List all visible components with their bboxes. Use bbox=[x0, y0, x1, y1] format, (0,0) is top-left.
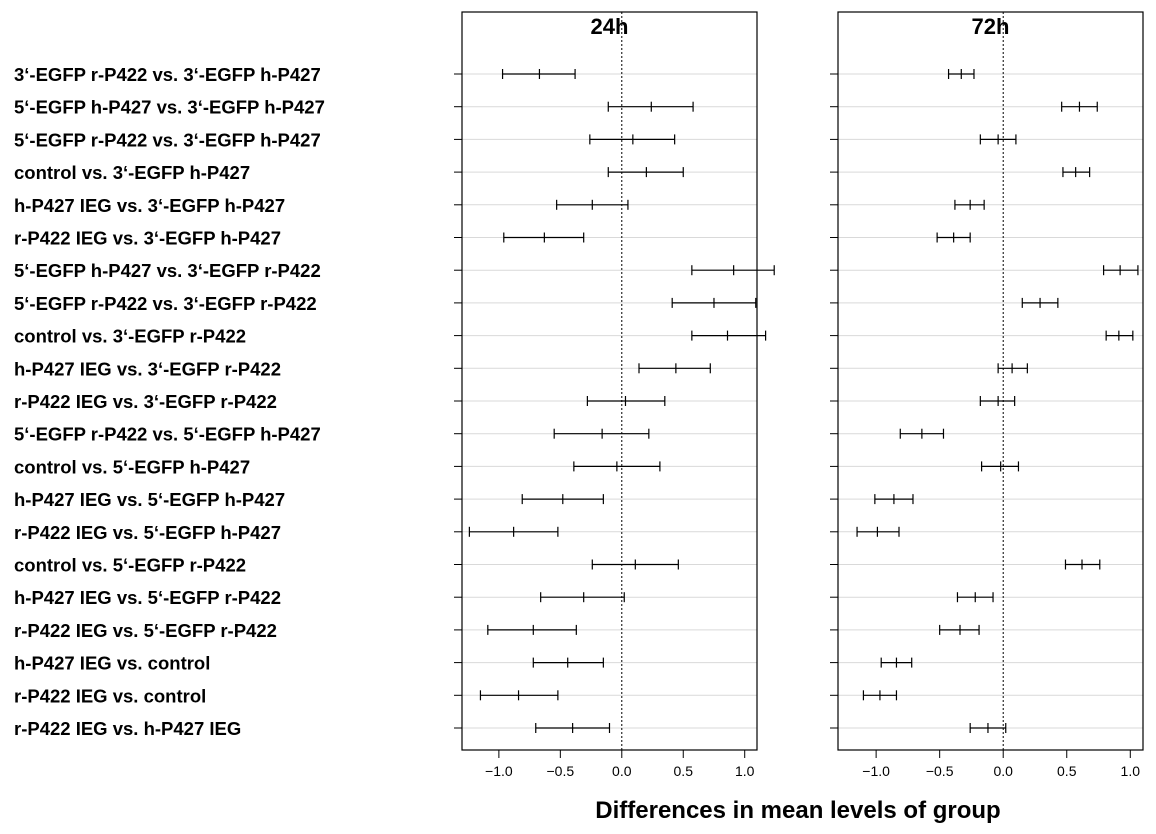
row-label: 5‘-EGFP r-P422 vs. 3‘-EGFP r-P422 bbox=[14, 293, 317, 314]
row-label: r-P422 IEG vs. 3‘-EGFP h-P427 bbox=[14, 228, 281, 249]
row-label: control vs. 5‘-EGFP h-P427 bbox=[14, 456, 250, 477]
row-label: control vs. 3‘-EGFP h-P427 bbox=[14, 162, 250, 183]
x-tick-label: −0.5 bbox=[926, 763, 954, 779]
x-tick-label: 0.0 bbox=[993, 763, 1013, 779]
row-label: 5‘-EGFP r-P422 vs. 3‘-EGFP h-P427 bbox=[14, 129, 321, 150]
x-axis-label: Differences in mean levels of group bbox=[595, 797, 1000, 824]
row-label: h-P427 IEG vs. 5‘-EGFP h-P427 bbox=[14, 489, 285, 510]
x-tick-label: 1.0 bbox=[735, 763, 755, 779]
row-label: h-P427 IEG vs. 5‘-EGFP r-P422 bbox=[14, 587, 281, 608]
row-label: control vs. 3‘-EGFP r-P422 bbox=[14, 326, 246, 347]
x-tick-label: 1.0 bbox=[1121, 763, 1141, 779]
row-label: 5‘-EGFP h-P427 vs. 3‘-EGFP r-P422 bbox=[14, 260, 321, 281]
row-label: h-P427 IEG vs. 3‘-EGFP r-P422 bbox=[14, 358, 281, 379]
row-label: r-P422 IEG vs. h-P427 IEG bbox=[14, 718, 241, 739]
row-label: 5‘-EGFP r-P422 vs. 5‘-EGFP h-P427 bbox=[14, 424, 321, 445]
row-label: h-P427 IEG vs. control bbox=[14, 653, 210, 674]
row-label: control vs. 5‘-EGFP r-P422 bbox=[14, 555, 246, 576]
row-label: 3‘-EGFP r-P422 vs. 3‘-EGFP h-P427 bbox=[14, 64, 321, 85]
row-label: r-P422 IEG vs. 3‘-EGFP r-P422 bbox=[14, 391, 277, 412]
panel-frame bbox=[462, 12, 757, 750]
x-tick-label: −1.0 bbox=[862, 763, 890, 779]
panel-title: 24h bbox=[591, 14, 629, 39]
panel-title: 72h bbox=[972, 14, 1010, 39]
x-tick-label: 0.0 bbox=[612, 763, 632, 779]
x-tick-label: 0.5 bbox=[674, 763, 694, 779]
row-label: r-P422 IEG vs. control bbox=[14, 685, 206, 706]
panel-frame bbox=[838, 12, 1143, 750]
row-label: h-P427 IEG vs. 3‘-EGFP h-P427 bbox=[14, 195, 285, 216]
row-label: r-P422 IEG vs. 5‘-EGFP h-P427 bbox=[14, 522, 281, 543]
row-label: 5‘-EGFP h-P427 vs. 3‘-EGFP h-P427 bbox=[14, 97, 325, 118]
x-tick-label: −0.5 bbox=[547, 763, 575, 779]
x-tick-label: 0.5 bbox=[1057, 763, 1077, 779]
row-label: r-P422 IEG vs. 5‘-EGFP r-P422 bbox=[14, 620, 277, 641]
x-tick-label: −1.0 bbox=[485, 763, 513, 779]
